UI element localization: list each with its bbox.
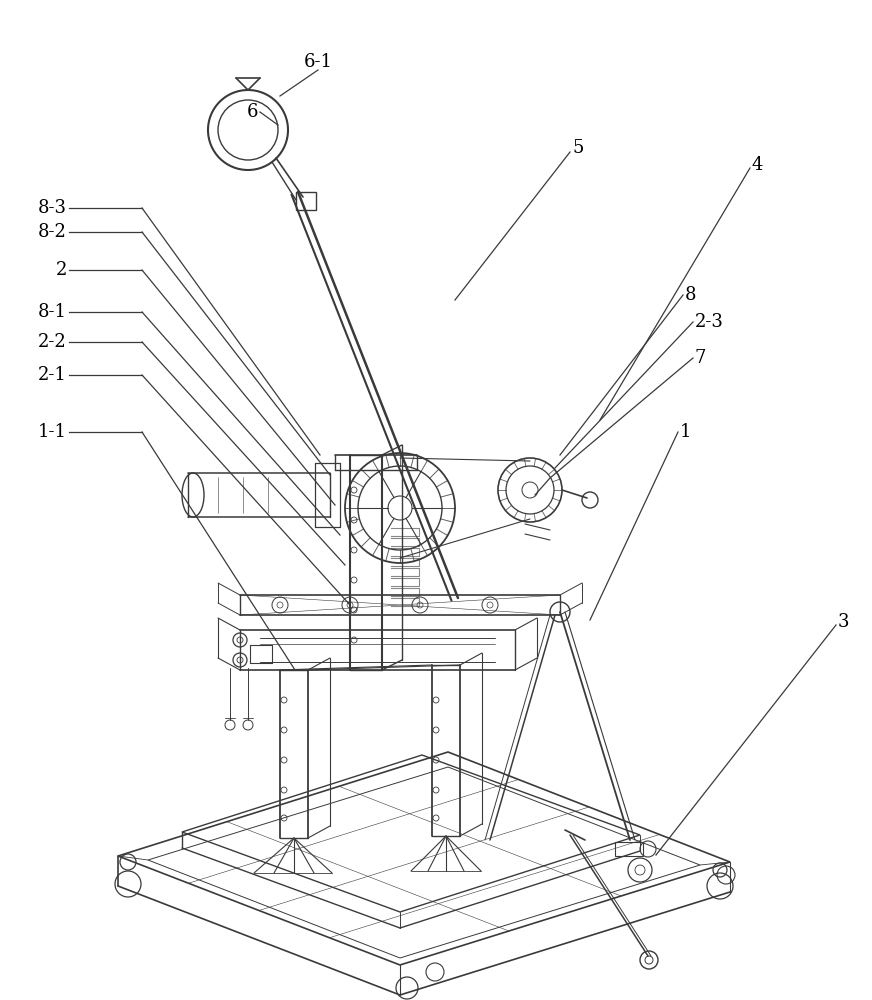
Text: 5: 5: [572, 139, 583, 157]
Text: 1: 1: [680, 423, 691, 441]
Text: 6: 6: [247, 103, 258, 121]
Text: 3: 3: [838, 613, 849, 631]
Text: 8-1: 8-1: [38, 303, 67, 321]
Text: 8-2: 8-2: [38, 223, 67, 241]
Text: 2: 2: [56, 261, 67, 279]
Text: 8: 8: [685, 286, 697, 304]
Text: 4: 4: [752, 156, 763, 174]
Bar: [296, 192, 316, 210]
Text: 6-1: 6-1: [303, 53, 332, 71]
Text: 7: 7: [695, 349, 706, 367]
Bar: [615, 842, 643, 856]
Text: 2-3: 2-3: [695, 313, 724, 331]
Text: 8-3: 8-3: [38, 199, 67, 217]
Text: 1-1: 1-1: [38, 423, 67, 441]
Text: 2-1: 2-1: [38, 366, 67, 384]
Text: 2-2: 2-2: [38, 333, 67, 351]
